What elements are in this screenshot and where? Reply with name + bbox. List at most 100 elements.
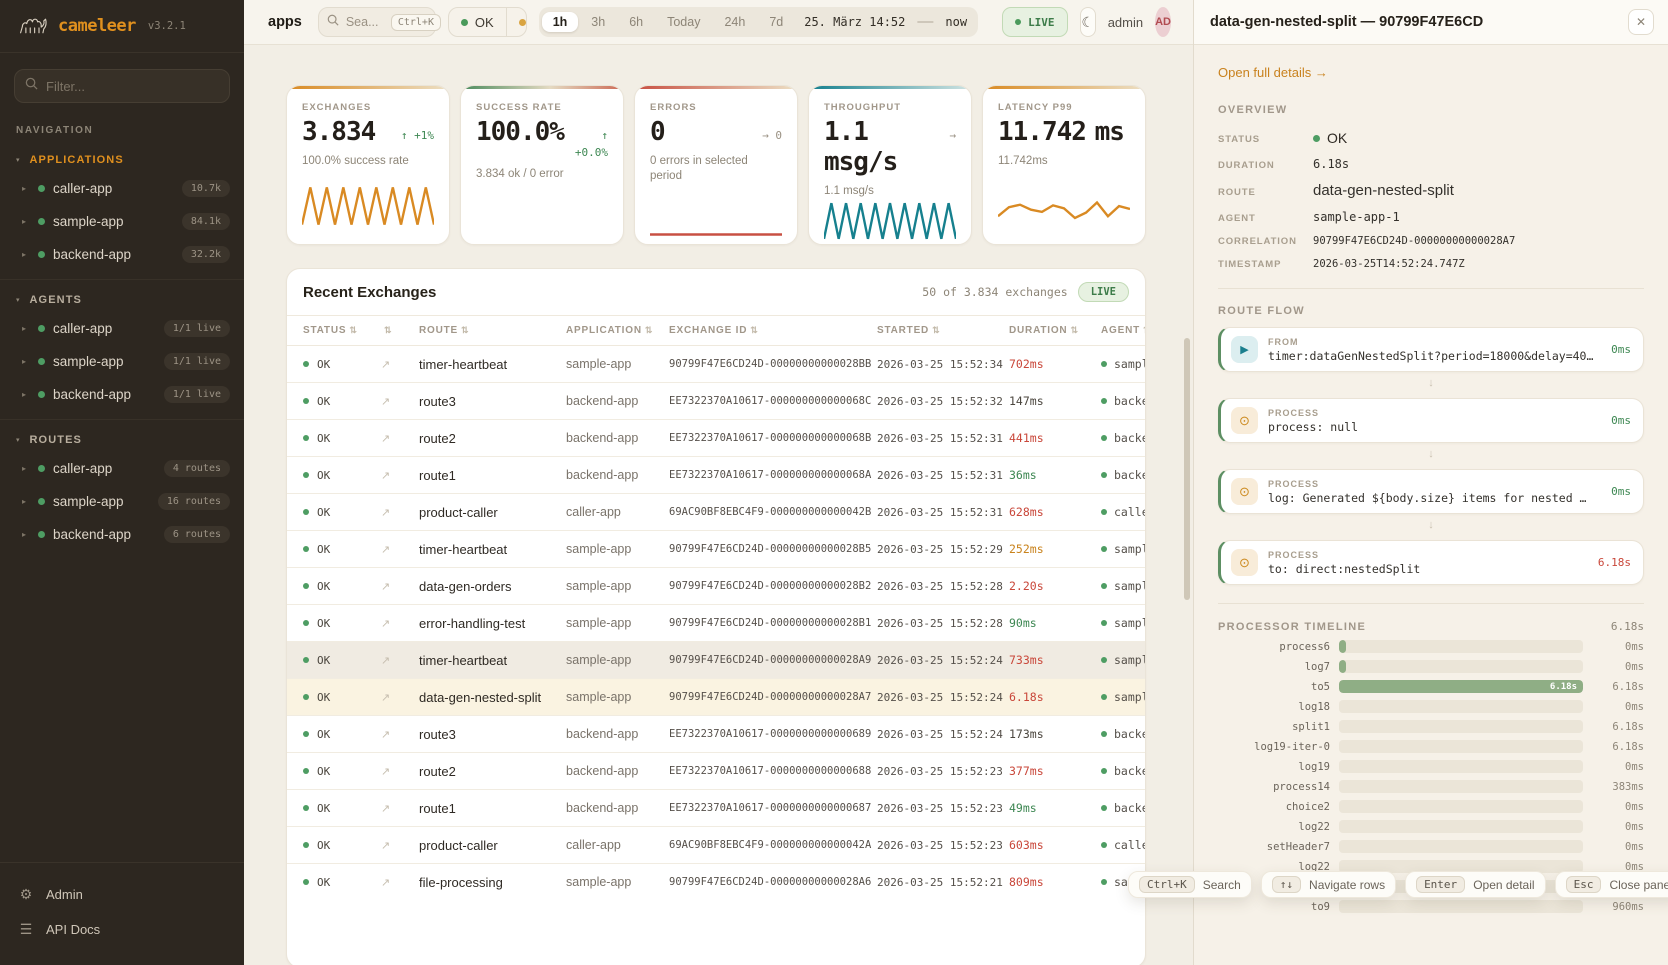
sidebar-item-caller-app[interactable]: ▸ caller-app 1/1 live <box>0 312 244 345</box>
timeline-row[interactable]: process6 0ms <box>1218 640 1644 653</box>
timeline-row[interactable]: log7 0ms <box>1218 660 1644 673</box>
range-button-1h[interactable]: 1h <box>541 12 579 32</box>
filter-input[interactable] <box>46 78 219 94</box>
table-row[interactable]: OK ↗ route2 backend-app EE7322370A10617-0000… <box>287 419 1145 457</box>
timeline-row[interactable]: setHeader7 0ms <box>1218 840 1644 853</box>
row-link-cell[interactable]: ↗ <box>381 863 419 901</box>
timeline-row[interactable]: to9 960ms <box>1218 900 1644 913</box>
column-header-exchange-id[interactable]: EXCHANGE ID ⇅ <box>669 315 877 346</box>
kpi-card-latency-p99[interactable]: LATENCY P99 11.742 ms 11.742ms <box>982 85 1146 245</box>
flow-step-3[interactable]: ⊙ PROCESS log: Generated ${body.size} item… <box>1218 469 1644 514</box>
row-link-cell[interactable]: ↗ <box>381 456 419 494</box>
date-from[interactable]: 25. März 14:52 <box>804 15 906 29</box>
table-row[interactable]: OK ↗ route3 backend-app EE7322370A10617-0000… <box>287 382 1145 420</box>
status-label: OK <box>317 838 331 852</box>
main-scrollbar[interactable] <box>1184 338 1190 600</box>
date-to[interactable]: now <box>945 15 968 29</box>
sidebar-item-sample-app[interactable]: ▸ sample-app 1/1 live <box>0 345 244 378</box>
timeline-row[interactable]: process14 383ms <box>1218 780 1644 793</box>
range-button-6h[interactable]: 6h <box>629 15 644 29</box>
row-link-cell[interactable]: ↗ <box>381 715 419 753</box>
table-row[interactable]: OK ↗ route3 backend-app EE7322370A10617-0000… <box>287 715 1145 753</box>
row-link-cell[interactable]: ↗ <box>381 358 391 371</box>
table-row[interactable]: OK ↗ error-handling-test sample-app 90799F47… <box>287 604 1145 642</box>
theme-toggle-button[interactable]: ☾ <box>1079 7 1096 37</box>
column-header-application[interactable]: APPLICATION ⇅ <box>566 315 669 346</box>
timeline-row[interactable]: log22 0ms <box>1218 820 1644 833</box>
table-row[interactable]: OK ↗ route2 backend-app EE7322370A10617-0000… <box>287 752 1145 790</box>
sidebar-item-caller-app[interactable]: ▸ caller-app 10.7k <box>0 172 244 205</box>
sidebar-item-sample-app[interactable]: ▸ sample-app 84.1k <box>0 205 244 238</box>
status-filter-warn[interactable]: Warn <box>505 8 526 36</box>
kpi-card-exchanges[interactable]: EXCHANGES 3.834 ↑ +1% 100.0% success rate <box>286 85 450 245</box>
status-filter-ok[interactable]: OK <box>449 8 506 36</box>
row-link-cell[interactable]: ↗ <box>381 752 419 790</box>
chevron-right-icon: ▸ <box>22 390 27 399</box>
table-row[interactable]: OK ↗ timer-heartbeat sample-app 90799F47E6CD… <box>287 641 1145 679</box>
sidebar-filter[interactable] <box>14 69 230 103</box>
timeline-row[interactable]: log22 0ms <box>1218 860 1644 873</box>
table-row[interactable]: OK ↗ timer-heartbeat sample-app 90799F47E6CD… <box>287 346 1145 383</box>
timeline-row[interactable]: log18 0ms <box>1218 700 1644 713</box>
flow-step-1[interactable]: ▶ FROM timer:dataGenNestedSplit?period=180… <box>1218 327 1644 372</box>
table-row[interactable]: OK ↗ route1 backend-app EE7322370A10617-0000… <box>287 789 1145 827</box>
column-header-link[interactable]: ⇅ <box>381 315 419 346</box>
overview-value: sample-app-1 <box>1313 210 1400 224</box>
table-row[interactable]: OK ↗ product-caller caller-app 69AC90BF8EBC4… <box>287 826 1145 864</box>
application-cell: backend-app <box>566 789 669 827</box>
table-row[interactable]: OK ↗ data-gen-orders sample-app 90799F47E6CD… <box>287 567 1145 605</box>
row-link-cell[interactable]: ↗ <box>381 419 419 457</box>
sidebar-item-caller-app[interactable]: ▸ caller-app 4 routes <box>0 452 244 485</box>
column-header-route[interactable]: ROUTE ⇅ <box>419 315 566 346</box>
range-button-3h[interactable]: 3h <box>591 15 606 29</box>
table-row[interactable]: OK ↗ data-gen-nested-split sample-app 90799F… <box>287 678 1145 716</box>
row-link-cell[interactable]: ↗ <box>381 567 419 605</box>
timeline-row[interactable]: to5 6.18s 6.18s <box>1218 680 1644 693</box>
kpi-card-throughput[interactable]: THROUGHPUT 1.1 msg/s → 1.1 msg/s <box>808 85 972 245</box>
flow-step-2[interactable]: ⊙ PROCESS process: null 0ms <box>1218 398 1644 443</box>
row-link-cell[interactable]: ↗ <box>381 530 419 568</box>
row-link-cell[interactable]: ↗ <box>381 826 419 864</box>
timeline-row[interactable]: log19 0ms <box>1218 760 1644 773</box>
open-full-details-link[interactable]: Open full details → <box>1218 65 1328 80</box>
row-link-cell[interactable]: ↗ <box>381 641 419 679</box>
column-header-agent[interactable]: AGENT⇅ <box>1101 315 1145 346</box>
column-header-duration[interactable]: DURATION ⇅ <box>1009 315 1101 346</box>
range-button-today[interactable]: Today <box>667 15 701 29</box>
flow-step-4[interactable]: ⊙ PROCESS to: direct:nestedSplit 6.18s <box>1218 540 1644 585</box>
section-header-routes[interactable]: ▾ ROUTES <box>0 426 244 452</box>
table-row[interactable]: OK ↗ timer-heartbeat sample-app 90799F47E6CD… <box>287 530 1145 568</box>
section-header-applications[interactable]: ▾ APPLICATIONS <box>0 146 244 172</box>
row-link-cell[interactable]: ↗ <box>381 678 419 716</box>
close-panel-button[interactable]: ✕ <box>1628 9 1654 35</box>
range-button-24h[interactable]: 24h <box>724 15 746 29</box>
sidebar-item-backend-app[interactable]: ▸ backend-app 6 routes <box>0 518 244 551</box>
row-link-cell[interactable]: ↗ <box>381 382 419 420</box>
sidebar-item-backend-app[interactable]: ▸ backend-app 1/1 live <box>0 378 244 411</box>
footer-item-admin[interactable]: ⚙ Admin <box>18 877 226 912</box>
row-link-cell[interactable]: ↗ <box>381 789 419 827</box>
status-cell: OK <box>303 728 381 741</box>
sidebar-item-sample-app[interactable]: ▸ sample-app 16 routes <box>0 485 244 518</box>
timeline-row[interactable]: split1 6.18s <box>1218 720 1644 733</box>
kpi-card-success-rate[interactable]: SUCCESS RATE 100.0% ↑ +0.0% 3.834 ok / 0 err… <box>460 85 624 245</box>
sidebar-item-backend-app[interactable]: ▸ backend-app 32.2k <box>0 238 244 271</box>
column-header-status[interactable]: STATUS ⇅ <box>287 315 381 346</box>
search-input[interactable] <box>345 15 384 29</box>
row-link-cell[interactable]: ↗ <box>381 493 419 531</box>
table-row[interactable]: OK ↗ product-caller caller-app 69AC90BF8EBC4… <box>287 493 1145 531</box>
timeline-row[interactable]: choice2 0ms <box>1218 800 1644 813</box>
ok-dot-icon <box>303 879 309 886</box>
table-row[interactable]: OK ↗ route1 backend-app EE7322370A10617-0000… <box>287 456 1145 494</box>
column-header-started[interactable]: STARTED ⇅ <box>877 315 1009 346</box>
timeline-row[interactable]: log19-iter-0 6.18s <box>1218 740 1644 753</box>
kpi-card-errors[interactable]: ERRORS 0 → 0 0 errors in selected period <box>634 85 798 245</box>
global-search[interactable]: Ctrl+K <box>317 7 441 37</box>
range-button-7d[interactable]: 7d <box>769 15 784 29</box>
live-indicator[interactable]: LIVE <box>1002 7 1068 37</box>
footer-item-api-docs[interactable]: ☰ API Docs <box>18 912 226 947</box>
section-header-agents[interactable]: ▾ AGENTS <box>0 286 244 312</box>
row-link-cell[interactable]: ↗ <box>381 604 419 642</box>
table-row[interactable]: OK ↗ file-processing sample-app 90799F47E6CD… <box>287 863 1145 901</box>
avatar[interactable]: AD <box>1155 7 1171 37</box>
